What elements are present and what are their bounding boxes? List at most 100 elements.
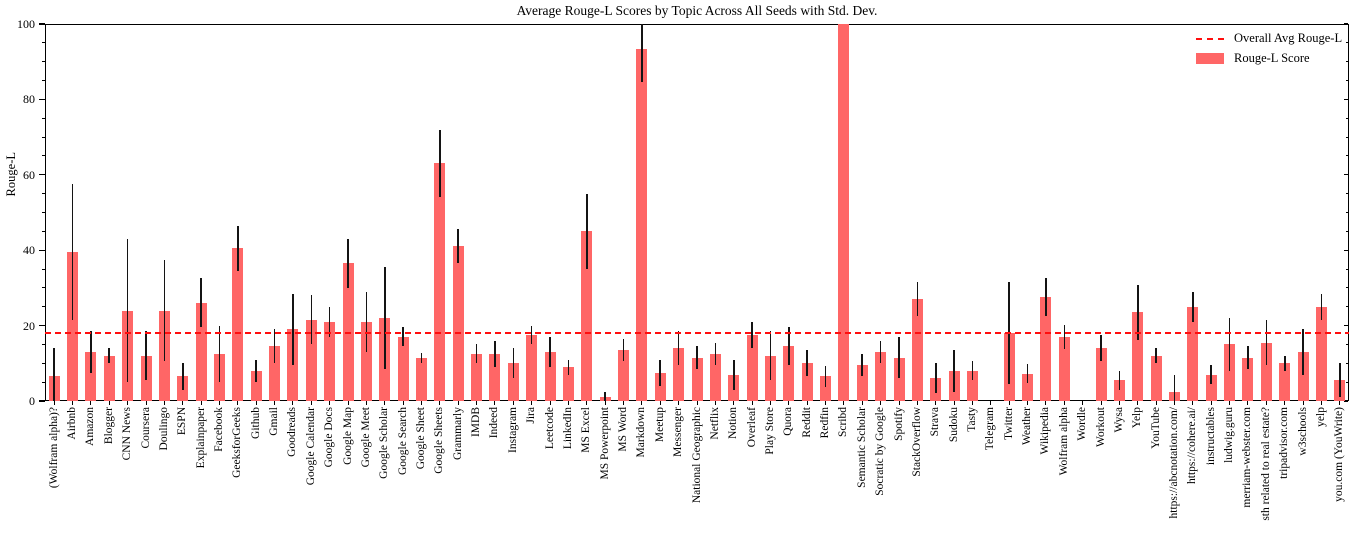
x-axis-tick	[255, 401, 257, 405]
error-bar	[126, 238, 129, 383]
bar	[838, 24, 850, 401]
x-axis-tick	[384, 401, 386, 405]
x-axis-tick-label: Tasty	[965, 407, 978, 432]
bar	[434, 163, 446, 401]
bar	[1132, 312, 1144, 401]
error-bar	[898, 336, 900, 379]
x-axis-tick-label: Quora	[782, 407, 795, 436]
x-axis-tick-label: Doulingo	[157, 407, 170, 451]
x-axis-tick	[751, 401, 753, 405]
y-axis-minor-tick-right	[1345, 343, 1348, 345]
x-axis-tick	[935, 401, 937, 405]
error-bar	[108, 348, 111, 364]
x-axis-tick	[310, 401, 312, 405]
x-axis-tick-label: Grammarly	[451, 407, 464, 461]
x-axis-tick-label: Google Docs	[323, 407, 336, 468]
x-axis-tick	[457, 401, 459, 405]
x-axis-tick	[1192, 401, 1194, 405]
error-bar	[237, 225, 239, 271]
x-axis-tick-label: merriam-webster.com	[1241, 407, 1254, 508]
error-bar	[567, 359, 570, 375]
error-bar	[641, 24, 643, 83]
y-axis-tick-label: 80	[23, 92, 35, 107]
y-axis-major-tick-right	[1344, 325, 1348, 327]
error-bar	[273, 329, 276, 364]
y-axis-minor-tick-right	[1345, 155, 1348, 157]
error-bar	[475, 344, 478, 364]
x-axis-tick	[1082, 401, 1084, 405]
x-axis-tick-label: Wordle	[1076, 407, 1089, 441]
x-axis-tick	[843, 401, 845, 405]
x-axis-tick	[696, 401, 698, 405]
error-bar	[1247, 346, 1249, 369]
x-axis-tick	[108, 401, 110, 405]
error-bar	[347, 238, 349, 288]
x-axis-tick	[1008, 401, 1010, 405]
bar	[783, 346, 795, 401]
error-bar	[677, 331, 680, 366]
x-axis-tick-label: Indeed	[488, 407, 501, 439]
x-axis-tick	[1247, 401, 1249, 405]
x-axis-tick-label: you.com (YouWrite)	[1333, 407, 1346, 502]
x-axis-tick	[494, 401, 496, 405]
error-bar	[512, 348, 515, 379]
legend-bar-label: Rouge-L Score	[1234, 51, 1310, 65]
dashed-line-swatch	[1196, 37, 1224, 40]
bar	[195, 302, 207, 401]
x-axis-tick	[861, 401, 863, 405]
y-axis-minor-tick	[42, 80, 45, 82]
x-axis-tick	[641, 401, 643, 405]
error-bar	[53, 348, 55, 401]
bar	[1040, 297, 1052, 401]
error-bar	[1339, 363, 1341, 398]
x-axis-tick	[218, 401, 220, 405]
x-axis-tick	[402, 401, 404, 405]
bar	[1022, 373, 1034, 401]
bar	[911, 299, 923, 401]
x-axis-tick-label: IMDB	[470, 407, 483, 438]
x-axis-tick-label: Notion	[727, 407, 740, 439]
bar	[654, 372, 666, 401]
y-axis-major-tick	[39, 174, 45, 176]
x-axis-tick	[72, 401, 74, 405]
error-bar	[788, 327, 790, 366]
error-bar	[181, 363, 184, 390]
bar	[1279, 363, 1291, 401]
x-axis-tick-label: Strava	[929, 407, 942, 437]
bar	[452, 246, 464, 401]
x-axis-tick	[586, 401, 588, 405]
y-axis-minor-tick	[42, 117, 45, 119]
bar	[966, 370, 978, 401]
error-bar	[439, 129, 441, 198]
x-axis-tick-label: Facebook	[212, 407, 225, 452]
bar	[709, 353, 721, 401]
error-bar	[292, 293, 294, 366]
bar	[875, 351, 887, 401]
bar	[232, 248, 244, 401]
x-axis-tick-label: Overleaf	[745, 407, 758, 448]
error-bar	[494, 340, 496, 368]
y-axis-minor-tick-right	[1345, 268, 1348, 270]
x-axis-tick	[329, 401, 331, 405]
x-axis-tick-label: Sudoku	[947, 407, 960, 443]
error-bar	[1136, 284, 1139, 340]
y-axis-minor-tick-right	[1345, 381, 1348, 383]
x-axis-tick	[788, 401, 790, 405]
x-axis-tick	[531, 401, 533, 405]
bar-swatch	[1196, 53, 1224, 64]
x-axis-tick	[714, 401, 716, 405]
x-axis-tick	[1118, 401, 1120, 405]
x-axis-tick-label: Explainpaper	[194, 407, 207, 469]
error-bar	[1118, 370, 1121, 390]
y-axis-minor-tick	[42, 193, 45, 195]
x-axis-tick-label: Workout	[1094, 407, 1107, 447]
error-bar	[732, 359, 735, 390]
x-axis-tick-label: Github	[249, 407, 262, 439]
error-bar	[420, 353, 423, 364]
x-axis-tick	[274, 401, 276, 405]
error-bar	[1173, 374, 1176, 401]
bar	[820, 376, 832, 401]
error-bar	[310, 295, 313, 345]
error-bar	[953, 350, 955, 392]
